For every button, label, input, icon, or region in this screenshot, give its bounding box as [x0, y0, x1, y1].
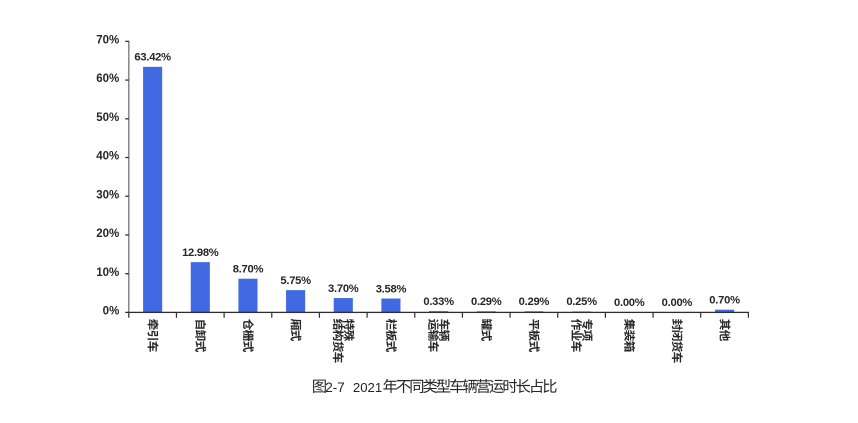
svg-text:0.33%: 0.33%	[423, 296, 454, 308]
svg-text:60%: 60%	[96, 73, 119, 85]
svg-text:20%: 20%	[96, 228, 119, 240]
svg-text:0.00%: 0.00%	[662, 297, 693, 309]
svg-text:3.70%: 3.70%	[328, 283, 359, 295]
svg-text:12.98%: 12.98%	[182, 247, 219, 259]
svg-text:0%: 0%	[103, 306, 120, 318]
svg-text:0.25%: 0.25%	[566, 296, 597, 308]
svg-text:0.29%: 0.29%	[471, 296, 502, 308]
svg-text:50%: 50%	[96, 112, 119, 124]
svg-text:70%: 70%	[96, 34, 119, 46]
svg-text:0.29%: 0.29%	[519, 296, 550, 308]
svg-text:2-7: 2-7	[325, 380, 345, 395]
svg-text:10%: 10%	[96, 267, 119, 279]
svg-text:2021: 2021	[353, 380, 382, 395]
svg-text:3.58%: 3.58%	[376, 283, 407, 295]
svg-text:63.42%: 63.42%	[134, 52, 171, 64]
svg-text:40%: 40%	[96, 151, 119, 163]
svg-text:8.70%: 8.70%	[233, 264, 264, 276]
svg-text:0.70%: 0.70%	[709, 294, 740, 306]
svg-text:0.00%: 0.00%	[614, 297, 645, 309]
svg-text:5.75%: 5.75%	[280, 275, 311, 287]
svg-text:30%: 30%	[96, 189, 119, 201]
